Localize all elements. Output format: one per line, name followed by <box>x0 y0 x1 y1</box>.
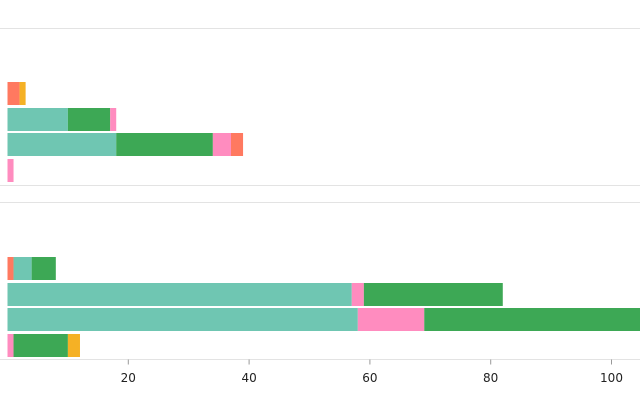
bar-segment <box>230 133 244 156</box>
bar-segment <box>357 308 425 331</box>
bar-segment <box>19 82 26 105</box>
bar-segment <box>7 133 117 156</box>
panel-2 <box>0 202 640 360</box>
bar-segment <box>31 257 56 280</box>
bar-row <box>7 82 26 105</box>
bar-row <box>7 133 244 156</box>
bar-segment <box>67 334 80 357</box>
bar-segment <box>212 133 231 156</box>
x-tick-label: 80 <box>483 371 498 385</box>
bar-row <box>7 257 56 280</box>
bar-segment <box>7 257 14 280</box>
bar-row <box>7 308 640 331</box>
bar-row <box>7 283 503 306</box>
bar-segment <box>351 283 364 306</box>
bar-segment <box>67 108 111 131</box>
bar-row <box>7 108 117 131</box>
x-tick-label: 20 <box>121 371 136 385</box>
bar-segment <box>7 159 14 182</box>
x-axis: 20 40 60 80 100 <box>121 359 623 385</box>
x-tick-label: 40 <box>241 371 256 385</box>
bar-segment <box>116 133 213 156</box>
bar-segment <box>363 283 503 306</box>
bar-segment <box>7 283 352 306</box>
bar-segment <box>7 308 358 331</box>
bar-segment <box>424 308 640 331</box>
panel-1 <box>0 28 640 186</box>
x-tick-label: 60 <box>362 371 377 385</box>
bar-row <box>7 334 80 357</box>
x-tick-label: 100 <box>600 371 623 385</box>
bar-segment <box>13 334 68 357</box>
bar-segment <box>7 334 14 357</box>
bar-segment <box>13 257 32 280</box>
bar-row <box>7 159 14 182</box>
bar-segment <box>110 108 117 131</box>
bar-segment <box>7 108 68 131</box>
bar-segment <box>7 82 20 105</box>
